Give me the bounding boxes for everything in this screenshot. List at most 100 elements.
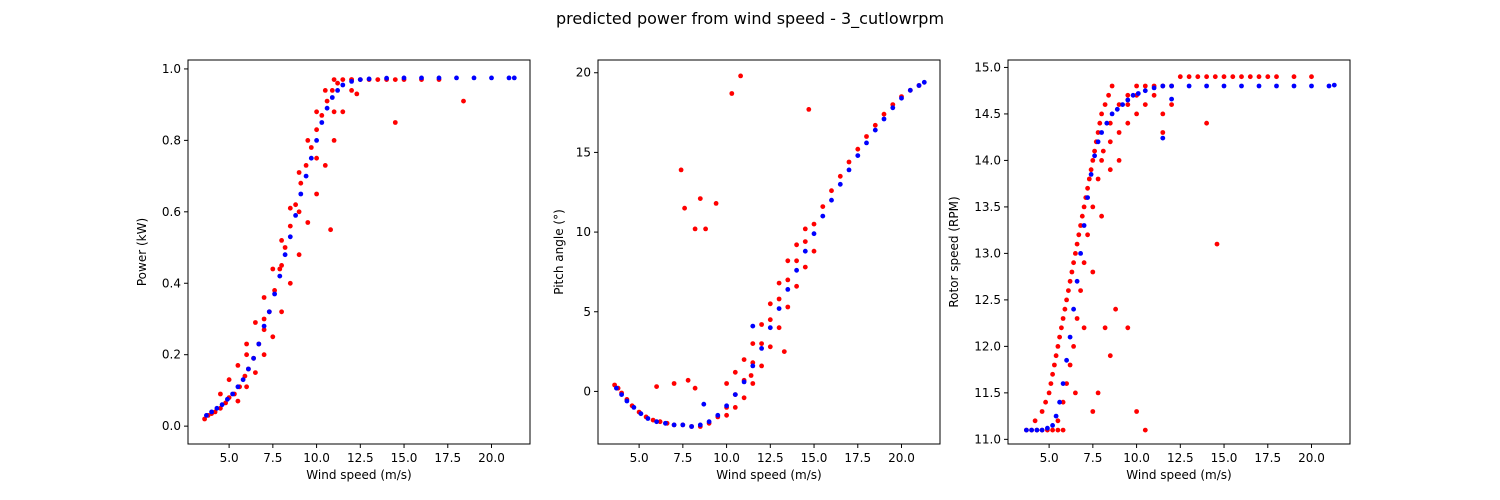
data-point — [1088, 167, 1094, 173]
data-point — [881, 111, 887, 117]
y-tick-label: 12.0 — [974, 339, 1001, 353]
data-point — [272, 288, 277, 293]
series-1 — [202, 77, 466, 422]
data-point — [384, 75, 389, 81]
data-point — [293, 202, 298, 208]
data-point — [750, 381, 756, 386]
data-point — [1055, 344, 1061, 349]
data-point — [1169, 102, 1174, 107]
y-tick-label: 0.6 — [162, 205, 181, 219]
data-point — [682, 205, 687, 211]
data-point — [1050, 371, 1055, 377]
data-point — [461, 98, 466, 104]
data-point — [1102, 102, 1108, 107]
data-point — [256, 341, 262, 347]
y-tick-label: 15.0 — [974, 60, 1001, 74]
data-point — [1066, 288, 1071, 293]
data-point — [1060, 427, 1066, 433]
subplot-3: 5.0 7.5 10.0 12.5 15.0 17.5 20.0 11.0 11.5 12.0 12… — [947, 59, 1351, 482]
data-point — [1221, 74, 1227, 80]
data-point — [1081, 325, 1087, 331]
data-point — [724, 412, 729, 418]
x-tick-label: 20.0 — [478, 451, 505, 465]
data-point — [692, 226, 698, 232]
data-point — [1134, 111, 1139, 117]
data-point — [277, 273, 283, 279]
data-point — [1079, 213, 1085, 219]
data-point — [1142, 83, 1148, 89]
data-point — [759, 346, 764, 351]
data-point — [1085, 232, 1090, 238]
data-point — [619, 392, 624, 397]
data-point — [738, 73, 743, 79]
data-point — [907, 87, 913, 93]
data-point — [872, 127, 878, 133]
data-point — [837, 173, 843, 179]
data-point — [1107, 353, 1113, 359]
data-point — [1326, 83, 1332, 89]
data-point — [811, 248, 817, 254]
data-point — [1055, 418, 1061, 424]
data-point — [1169, 83, 1174, 89]
data-point — [1099, 213, 1104, 219]
data-point — [776, 280, 782, 286]
data-point — [1256, 74, 1262, 80]
y-axis-label: Power (kW) — [135, 218, 149, 286]
data-point — [1160, 111, 1166, 117]
data-point — [1125, 97, 1131, 103]
data-point — [802, 226, 808, 232]
data-point — [1078, 223, 1083, 228]
data-point — [282, 245, 288, 250]
data-point — [226, 377, 232, 383]
data-point — [1142, 88, 1148, 94]
data-point — [272, 291, 277, 297]
data-point — [1142, 102, 1148, 107]
data-point — [701, 401, 707, 407]
data-point — [1055, 427, 1061, 433]
data-point — [724, 403, 729, 409]
data-point — [1071, 306, 1076, 312]
data-point — [1064, 357, 1069, 363]
data-point — [511, 75, 517, 81]
data-point — [261, 352, 267, 358]
data-point — [785, 287, 791, 292]
data-point — [319, 120, 325, 125]
data-point — [305, 220, 311, 225]
data-point — [1177, 74, 1183, 80]
x-tick-label: 12.5 — [757, 451, 784, 465]
data-point — [251, 355, 256, 361]
y-tick-label: 0.4 — [162, 276, 181, 290]
series-1 — [1024, 74, 1314, 433]
data-point — [235, 384, 241, 390]
data-point — [1074, 241, 1080, 247]
data-point — [1247, 74, 1253, 80]
data-point — [802, 248, 808, 254]
y-tick-label: 0 — [583, 384, 591, 398]
data-point — [811, 231, 817, 237]
data-point — [366, 76, 372, 82]
data-point — [1057, 334, 1062, 340]
data-point — [776, 325, 782, 331]
data-point — [1160, 130, 1166, 135]
data-point — [1151, 85, 1157, 91]
x-tick-label: 5.0 — [630, 451, 649, 465]
data-point — [235, 363, 241, 368]
data-point — [715, 412, 721, 418]
data-point — [305, 138, 311, 143]
data-point — [645, 416, 651, 421]
plot-frame — [187, 59, 531, 445]
data-point — [785, 277, 791, 283]
x-tick-label: 7.5 — [1083, 451, 1102, 465]
data-point — [1095, 176, 1101, 182]
data-point — [1186, 83, 1192, 89]
data-point — [1100, 148, 1106, 154]
data-point — [750, 341, 756, 346]
data-point — [1085, 185, 1090, 191]
data-point — [1090, 269, 1096, 275]
data-point — [1090, 158, 1096, 163]
data-point — [214, 405, 220, 411]
x-tick-label: 5.0 — [220, 451, 239, 465]
data-point — [1130, 92, 1136, 98]
data-point — [703, 226, 708, 232]
data-point — [750, 323, 756, 329]
